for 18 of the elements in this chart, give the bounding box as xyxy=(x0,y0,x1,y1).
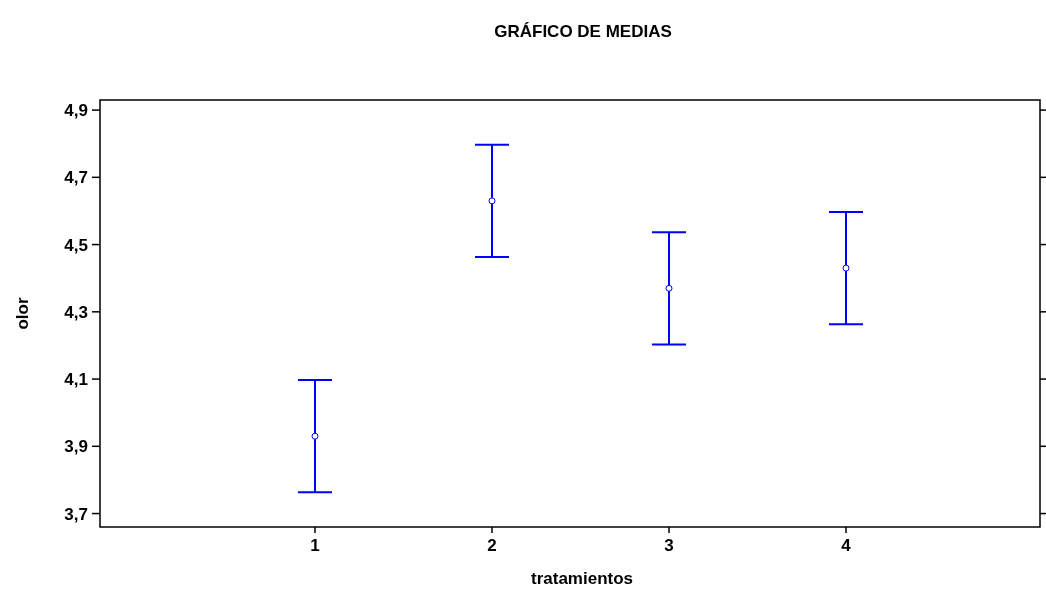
y-tick-label: 4,1 xyxy=(64,370,88,390)
x-tick-label: 4 xyxy=(841,536,852,555)
x-tick-label: 2 xyxy=(487,536,497,555)
y-tick-label: 4,9 xyxy=(64,101,88,121)
y-tick-label: 3,7 xyxy=(64,504,88,524)
y-tick-label: 4,3 xyxy=(64,302,88,322)
point xyxy=(488,197,496,205)
chart-title: GRÁFICO DE MEDIAS xyxy=(494,22,672,41)
x-tick-label: 3 xyxy=(664,536,674,555)
y-axis-title: olor xyxy=(13,297,32,330)
point xyxy=(665,284,673,292)
y-tick-label: 4,7 xyxy=(64,168,88,188)
point xyxy=(842,264,850,272)
y-tick-label: 4,5 xyxy=(64,235,88,255)
x-tick-label: 1 xyxy=(310,536,320,555)
x-axis-title: tratamientos xyxy=(530,569,634,588)
y-tick-label: 3,9 xyxy=(64,437,88,457)
point xyxy=(311,432,319,440)
